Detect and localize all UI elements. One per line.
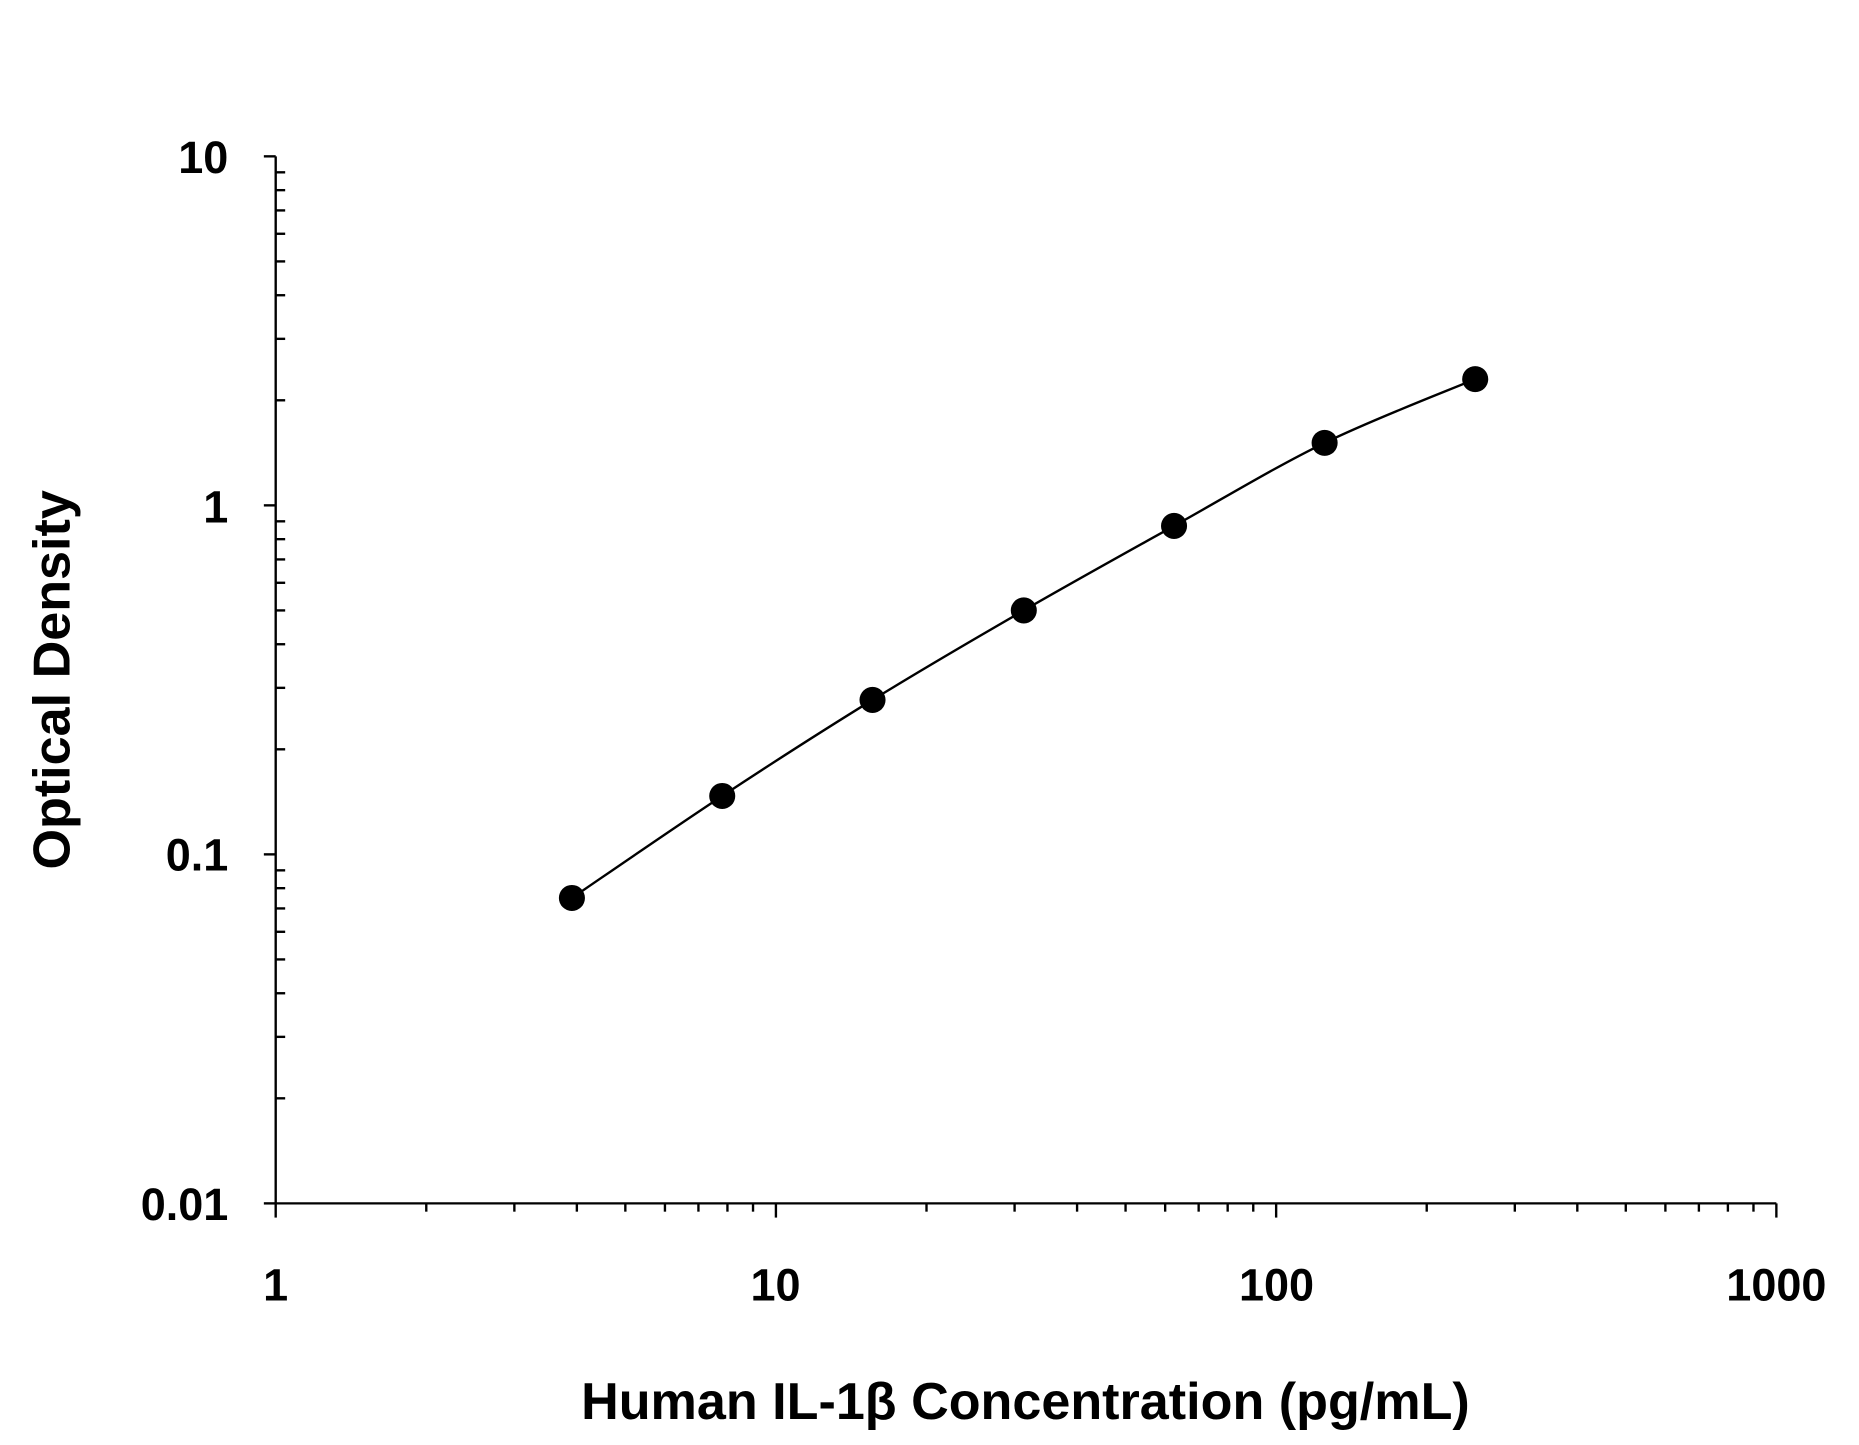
y-tick-label: 10 [178,132,228,183]
y-tick-labels: 0.01 0.1 1 10 [141,132,229,1230]
plot-area [558,366,1489,911]
data-point [709,782,736,809]
data-point [1311,429,1338,456]
data-point [1161,512,1188,539]
data-point [859,686,886,713]
data-point [1010,597,1037,624]
data-point [558,884,585,911]
x-tick-label: 1 [263,1260,288,1311]
fit-curve [571,378,1476,899]
y-tick-label: 0.01 [141,1179,229,1230]
x-tick-label: 1000 [1726,1260,1826,1311]
x-tick-label: 100 [1239,1260,1314,1311]
y-tick-label: 1 [203,481,228,532]
x-tick-labels: 1 10 100 1000 [263,1260,1826,1311]
x-tick-label: 10 [750,1260,800,1311]
x-axis-label: Human IL-1β Concentration (pg/mL) [581,1373,1470,1431]
y-axis-label: Optical Density [24,490,82,869]
axes [263,155,1778,1218]
data-point [1462,366,1489,393]
y-tick-label: 0.1 [166,830,229,881]
